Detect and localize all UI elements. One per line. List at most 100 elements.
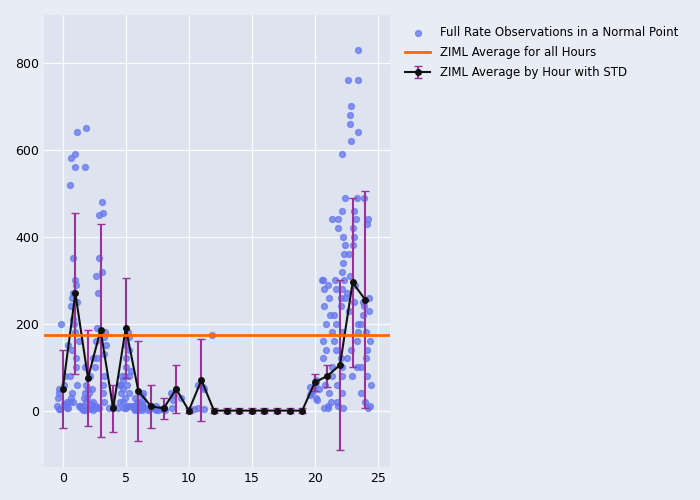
Full Rate Observations in a Normal Point [97,389,108,397]
Full Rate Observations in a Normal Point [352,128,363,136]
Full Rate Observations in a Normal Point [317,354,328,362]
Full Rate Observations in a Normal Point [357,298,368,306]
Full Rate Observations in a Normal Point [90,363,101,371]
Full Rate Observations in a Normal Point [362,346,373,354]
Full Rate Observations in a Normal Point [124,372,135,380]
Full Rate Observations in a Normal Point [90,402,101,410]
Full Rate Observations in a Normal Point [95,328,106,336]
Full Rate Observations in a Normal Point [349,298,360,306]
Full Rate Observations in a Normal Point [91,324,102,332]
Full Rate Observations in a Normal Point [351,337,363,345]
Full Rate Observations in a Normal Point [107,402,118,410]
Full Rate Observations in a Normal Point [80,363,91,371]
Full Rate Observations in a Normal Point [311,376,322,384]
Full Rate Observations in a Normal Point [167,404,178,412]
Full Rate Observations in a Normal Point [132,398,143,406]
Full Rate Observations in a Normal Point [79,406,90,414]
Full Rate Observations in a Normal Point [317,276,328,284]
Full Rate Observations in a Normal Point [116,372,127,380]
Full Rate Observations in a Normal Point [346,102,357,110]
Full Rate Observations in a Normal Point [83,385,94,393]
Full Rate Observations in a Normal Point [136,392,148,400]
Full Rate Observations in a Normal Point [347,242,358,250]
Full Rate Observations in a Normal Point [77,402,88,410]
Full Rate Observations in a Normal Point [336,150,347,158]
Full Rate Observations in a Normal Point [339,194,350,202]
Full Rate Observations in a Normal Point [150,406,162,414]
Full Rate Observations in a Normal Point [97,198,108,206]
Full Rate Observations in a Normal Point [332,216,344,224]
Full Rate Observations in a Normal Point [352,320,363,328]
Full Rate Observations in a Normal Point [150,402,162,410]
Full Rate Observations in a Normal Point [327,328,338,336]
Full Rate Observations in a Normal Point [73,337,84,345]
Full Rate Observations in a Normal Point [115,380,126,388]
Full Rate Observations in a Normal Point [329,311,340,319]
Full Rate Observations in a Normal Point [307,387,318,395]
Full Rate Observations in a Normal Point [90,337,101,345]
Full Rate Observations in a Normal Point [123,332,134,340]
Full Rate Observations in a Normal Point [137,404,148,412]
Full Rate Observations in a Normal Point [97,209,108,217]
Full Rate Observations in a Normal Point [148,404,159,412]
Full Rate Observations in a Normal Point [193,404,204,412]
Full Rate Observations in a Normal Point [67,316,78,324]
Full Rate Observations in a Normal Point [158,404,169,412]
Full Rate Observations in a Normal Point [318,285,330,293]
Full Rate Observations in a Normal Point [339,250,350,258]
Full Rate Observations in a Normal Point [120,404,132,412]
Full Rate Observations in a Normal Point [83,389,94,397]
Full Rate Observations in a Normal Point [144,403,155,411]
Full Rate Observations in a Normal Point [360,354,372,362]
Full Rate Observations in a Normal Point [189,406,200,413]
Full Rate Observations in a Normal Point [71,380,82,388]
Full Rate Observations in a Normal Point [150,406,162,413]
Full Rate Observations in a Normal Point [69,276,80,284]
Full Rate Observations in a Normal Point [54,406,65,413]
Full Rate Observations in a Normal Point [122,402,133,410]
Full Rate Observations in a Normal Point [346,346,357,354]
Full Rate Observations in a Normal Point [98,350,109,358]
Full Rate Observations in a Normal Point [117,385,128,393]
Full Rate Observations in a Normal Point [118,404,130,412]
Full Rate Observations in a Normal Point [112,404,123,412]
Full Rate Observations in a Normal Point [118,376,129,384]
Full Rate Observations in a Normal Point [199,385,210,393]
Full Rate Observations in a Normal Point [66,389,77,397]
Full Rate Observations in a Normal Point [80,124,92,132]
Full Rate Observations in a Normal Point [175,394,186,402]
Full Rate Observations in a Normal Point [80,380,92,388]
Full Rate Observations in a Normal Point [83,406,94,413]
Full Rate Observations in a Normal Point [352,363,363,371]
Full Rate Observations in a Normal Point [62,404,74,412]
Full Rate Observations in a Normal Point [69,328,80,336]
Full Rate Observations in a Normal Point [132,406,144,414]
Full Rate Observations in a Normal Point [136,406,148,414]
Full Rate Observations in a Normal Point [365,380,377,388]
Full Rate Observations in a Normal Point [101,342,112,349]
Full Rate Observations in a Normal Point [207,330,218,338]
Full Rate Observations in a Normal Point [60,372,71,380]
Full Rate Observations in a Normal Point [78,406,89,414]
Full Rate Observations in a Normal Point [120,354,132,362]
Full Rate Observations in a Normal Point [344,120,356,128]
Full Rate Observations in a Normal Point [88,406,99,414]
Full Rate Observations in a Normal Point [53,389,64,397]
Full Rate Observations in a Normal Point [313,385,324,393]
Full Rate Observations in a Normal Point [362,220,373,228]
Full Rate Observations in a Normal Point [360,398,371,406]
Full Rate Observations in a Normal Point [90,404,101,412]
Full Rate Observations in a Normal Point [332,402,344,410]
Full Rate Observations in a Normal Point [75,404,86,412]
Full Rate Observations in a Normal Point [321,320,332,328]
Full Rate Observations in a Normal Point [320,346,331,354]
Full Rate Observations in a Normal Point [118,398,129,406]
Full Rate Observations in a Normal Point [304,392,315,400]
Full Rate Observations in a Normal Point [323,402,334,410]
Full Rate Observations in a Normal Point [80,389,91,397]
Full Rate Observations in a Normal Point [346,137,357,145]
Full Rate Observations in a Normal Point [81,394,92,402]
Full Rate Observations in a Normal Point [58,400,69,408]
Full Rate Observations in a Normal Point [88,402,99,410]
Full Rate Observations in a Normal Point [155,405,167,413]
